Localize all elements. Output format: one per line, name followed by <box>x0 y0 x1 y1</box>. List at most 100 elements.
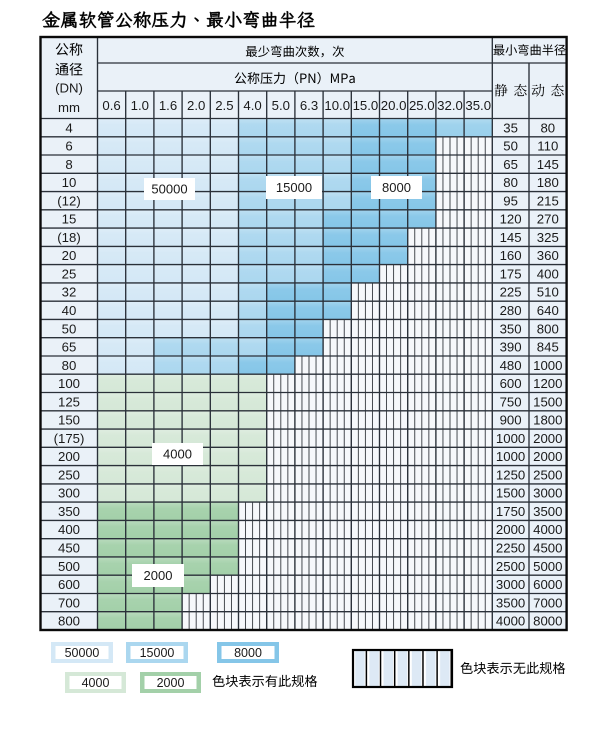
svg-text:15: 15 <box>62 212 77 227</box>
svg-text:7000: 7000 <box>533 595 562 610</box>
svg-text:700: 700 <box>58 595 80 610</box>
svg-text:145: 145 <box>500 230 522 245</box>
svg-text:800: 800 <box>537 321 559 336</box>
svg-text:500: 500 <box>58 559 80 574</box>
svg-text:2250: 2250 <box>496 541 525 556</box>
svg-text:360: 360 <box>537 248 559 263</box>
svg-text:0.6: 0.6 <box>102 98 120 113</box>
svg-text:1.0: 1.0 <box>131 98 149 113</box>
svg-text:8000: 8000 <box>382 180 411 195</box>
svg-text:15.0: 15.0 <box>353 98 379 113</box>
svg-text:300: 300 <box>58 486 80 501</box>
svg-text:32.0: 32.0 <box>437 98 463 113</box>
svg-text:6: 6 <box>65 139 72 154</box>
svg-text:50: 50 <box>62 321 77 336</box>
svg-text:2.5: 2.5 <box>215 98 233 113</box>
svg-text:20.0: 20.0 <box>381 98 407 113</box>
svg-text:15000: 15000 <box>140 646 175 660</box>
svg-text:1800: 1800 <box>533 413 562 428</box>
svg-text:5.0: 5.0 <box>272 98 290 113</box>
svg-text:50: 50 <box>503 139 518 154</box>
svg-text:280: 280 <box>500 303 522 318</box>
svg-text:8000: 8000 <box>533 614 562 629</box>
svg-text:800: 800 <box>58 614 80 629</box>
svg-text:145: 145 <box>537 157 559 172</box>
svg-text:600: 600 <box>58 577 80 592</box>
svg-text:(DN): (DN) <box>55 81 83 96</box>
svg-text:10.0: 10.0 <box>324 98 350 113</box>
svg-text:180: 180 <box>537 175 559 190</box>
svg-text:200: 200 <box>58 449 80 464</box>
svg-text:(12): (12) <box>57 193 80 208</box>
svg-text:400: 400 <box>537 267 559 282</box>
svg-text:6.3: 6.3 <box>300 98 318 113</box>
svg-text:2000: 2000 <box>496 522 525 537</box>
svg-text:25.0: 25.0 <box>409 98 435 113</box>
svg-text:4: 4 <box>65 120 72 135</box>
svg-text:110: 110 <box>537 139 558 154</box>
svg-text:3000: 3000 <box>533 486 562 501</box>
svg-text:40: 40 <box>62 303 77 318</box>
svg-text:1000: 1000 <box>533 358 562 373</box>
svg-text:450: 450 <box>58 541 80 556</box>
svg-text:15000: 15000 <box>276 180 312 195</box>
svg-text:8000: 8000 <box>234 646 262 660</box>
svg-text:125: 125 <box>58 394 80 409</box>
svg-text:390: 390 <box>500 340 522 355</box>
svg-text:1200: 1200 <box>533 376 562 391</box>
svg-text:3500: 3500 <box>496 595 525 610</box>
svg-text:2000: 2000 <box>533 449 562 464</box>
svg-text:510: 510 <box>537 285 559 300</box>
svg-text:6000: 6000 <box>533 577 562 592</box>
svg-text:80: 80 <box>503 175 518 190</box>
svg-text:2000: 2000 <box>157 676 185 690</box>
svg-text:250: 250 <box>58 467 80 482</box>
svg-text:1500: 1500 <box>496 486 525 501</box>
svg-text:4000: 4000 <box>533 522 562 537</box>
svg-text:25: 25 <box>62 267 77 282</box>
svg-text:5000: 5000 <box>533 559 562 574</box>
svg-text:400: 400 <box>58 522 80 537</box>
svg-text:65: 65 <box>62 340 77 355</box>
svg-text:4500: 4500 <box>533 541 562 556</box>
svg-text:2000: 2000 <box>144 568 173 583</box>
svg-text:1500: 1500 <box>533 394 562 409</box>
svg-text:325: 325 <box>537 230 559 245</box>
svg-text:mm: mm <box>58 100 80 115</box>
svg-text:32: 32 <box>62 285 77 300</box>
svg-text:480: 480 <box>500 358 522 373</box>
svg-text:225: 225 <box>500 285 522 300</box>
svg-text:750: 750 <box>500 394 522 409</box>
svg-text:640: 640 <box>537 303 559 318</box>
svg-text:80: 80 <box>540 120 555 135</box>
svg-text:50000: 50000 <box>65 646 100 660</box>
svg-text:1750: 1750 <box>496 504 525 519</box>
svg-text:35.0: 35.0 <box>465 98 491 113</box>
svg-text:270: 270 <box>537 212 559 227</box>
svg-text:4.0: 4.0 <box>243 98 261 113</box>
svg-text:900: 900 <box>500 413 522 428</box>
svg-text:80: 80 <box>62 358 77 373</box>
svg-text:3500: 3500 <box>533 504 562 519</box>
svg-text:350: 350 <box>500 321 522 336</box>
svg-text:10: 10 <box>62 175 77 190</box>
svg-text:100: 100 <box>58 376 80 391</box>
svg-text:(175): (175) <box>54 431 85 446</box>
svg-text:845: 845 <box>537 340 559 355</box>
svg-text:215: 215 <box>537 193 559 208</box>
svg-text:50000: 50000 <box>151 182 187 197</box>
svg-text:600: 600 <box>500 376 522 391</box>
svg-text:35: 35 <box>503 120 518 135</box>
svg-text:1.6: 1.6 <box>159 98 177 113</box>
svg-text:3000: 3000 <box>496 577 525 592</box>
svg-text:2.0: 2.0 <box>187 98 205 113</box>
svg-text:4000: 4000 <box>163 447 192 462</box>
svg-text:1250: 1250 <box>496 467 525 482</box>
svg-text:95: 95 <box>503 193 518 208</box>
svg-text:8: 8 <box>65 157 72 172</box>
svg-text:1000: 1000 <box>496 431 525 446</box>
svg-text:1000: 1000 <box>496 449 525 464</box>
svg-text:(18): (18) <box>57 230 80 245</box>
svg-text:350: 350 <box>58 504 80 519</box>
svg-text:2000: 2000 <box>533 431 562 446</box>
